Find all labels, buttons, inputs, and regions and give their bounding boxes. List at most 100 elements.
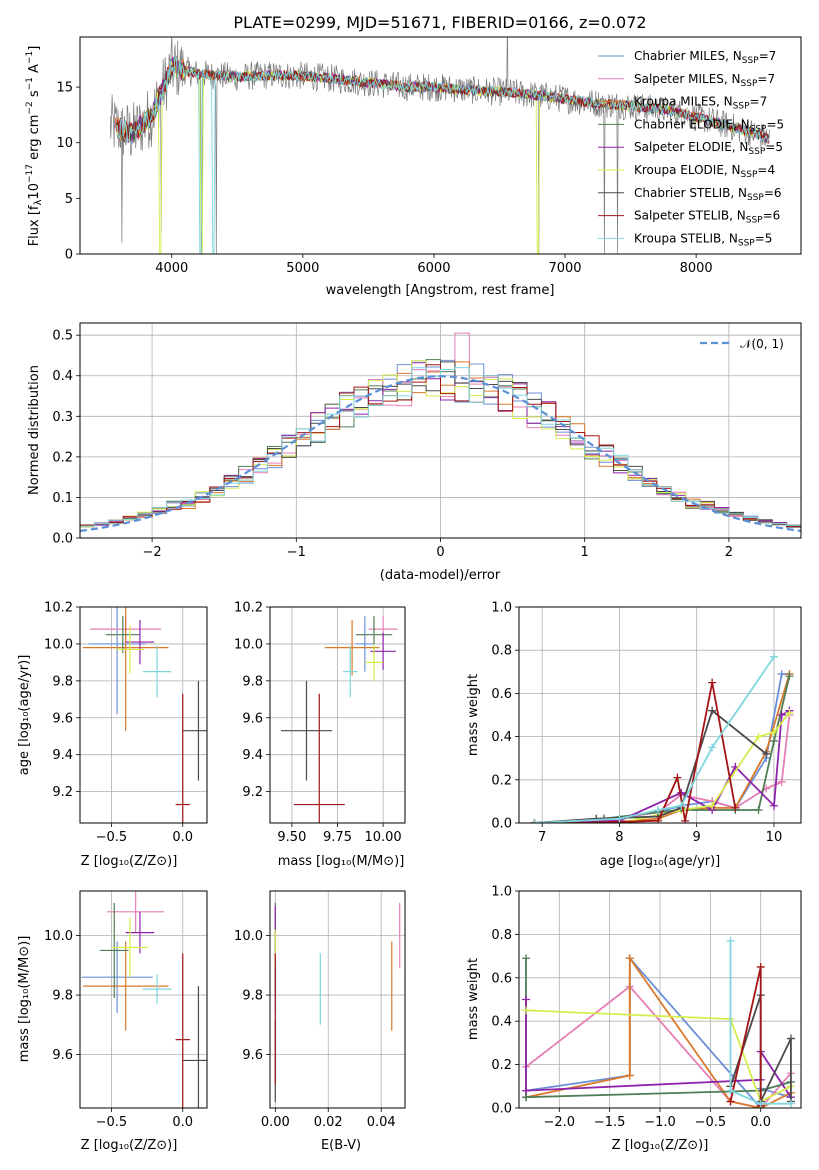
x-tick-label: 7	[538, 830, 546, 845]
y-tick-label: 0.2	[491, 773, 512, 788]
legend-label-eq: =4	[757, 163, 775, 177]
series-marker-kroupa_stelib	[708, 743, 717, 752]
x-tick-label: −0.5	[96, 1115, 128, 1130]
plot-area	[274, 902, 401, 1103]
series-marker-salpeter_stelib	[726, 1097, 735, 1106]
y-tick-label: 10.0	[234, 637, 263, 652]
y-tick-label: 10.2	[234, 601, 263, 616]
residuals-ylabel: Normed distribution	[27, 365, 42, 495]
axes-frame	[269, 890, 406, 1109]
histogram-salpeter_stelib	[80, 364, 801, 538]
axes-frame	[518, 606, 802, 824]
legend-label-sub: SSP	[742, 56, 759, 66]
series-marker-kroupa_elodie	[769, 728, 778, 737]
x-tick-label: 0.0	[750, 1115, 771, 1130]
mass-weight-vs-age-panel: 7 8 9 10 0.0 0.2 0.4 0.6 0.8 1.0	[491, 601, 802, 845]
series-marker-salpeter_elodie	[522, 995, 531, 1004]
mw-vs-age-ylabel: mass weight	[466, 674, 481, 756]
y-tick-label: 1.0	[491, 601, 512, 616]
x-tick-label: −0.5	[695, 1115, 727, 1130]
series-marker-kroupa_stelib	[756, 1099, 765, 1108]
series-marker-salpeter_elodie	[777, 711, 786, 719]
residuals-legend: 𝒩(0, 1)	[700, 337, 784, 351]
x-tick-label: −2.0	[543, 1115, 575, 1130]
y-tick-label: 10.2	[44, 601, 73, 616]
residuals-xlabel: (data-model)/error	[380, 568, 501, 583]
y-tick-label: 9.4	[242, 748, 263, 763]
y-tick-label: 10	[56, 136, 73, 151]
mw-vs-z-xlabel: Z [log₁₀(Z/Z⊙)]	[612, 1138, 709, 1153]
axes-frame	[79, 890, 208, 1109]
legend-normal-label: 𝒩(0, 1)	[740, 337, 784, 351]
y-tick-label: 0.4	[491, 730, 512, 745]
x-tick-label: 1	[581, 545, 589, 560]
grid	[80, 891, 207, 1108]
y-tick-label: 9.2	[242, 785, 263, 800]
legend-label-main: Kroupa STELIB, N	[634, 231, 738, 245]
legend-entry-label: Chabrier MILES, NSSP=7	[634, 49, 776, 66]
x-tick-label: −1.0	[644, 1115, 676, 1130]
age-vs-metallicity-panel: −0.5 0.0 9.2 9.4 9.6 9.8 10.0 10.2	[44, 601, 208, 845]
series-marker-salpeter_elodie	[522, 1086, 531, 1095]
y-tick-label: 0.8	[491, 928, 512, 943]
plot-area	[81, 891, 207, 1108]
x-tick-label: −0.5	[96, 830, 128, 845]
legend-label-eq: =6	[763, 209, 781, 223]
age-vs-z-ylabel: age [log₁₀(age/yr)]	[17, 655, 32, 776]
series-marker-kroupa_miles	[625, 954, 634, 963]
legend-entry-label: Salpeter ELODIE, NSSP=5	[634, 140, 783, 157]
legend-label-sub: SSP	[741, 170, 758, 180]
legend-entry-label: Salpeter MILES, NSSP=7	[634, 72, 775, 89]
series-line-kroupa_stelib	[534, 656, 775, 823]
legend-label-main: Kroupa ELODIE, N	[634, 163, 741, 177]
x-tick-label: 0.04	[367, 1115, 396, 1130]
legend-label-main: Kroupa MILES, N	[634, 95, 733, 109]
x-tick-label: 0.0	[172, 830, 193, 845]
y-tick-label: 15	[56, 81, 73, 96]
histogram-kroupa_elodie	[80, 360, 801, 538]
y-tick-label: 0.3	[52, 410, 73, 425]
legend-label-sub: SSP	[746, 216, 763, 226]
legend-entry-label: Salpeter STELIB, NSSP=6	[634, 209, 780, 226]
series-marker-salpeter_miles	[777, 777, 786, 786]
x-tick-label: 7000	[548, 261, 581, 276]
model-spectrum-kroupa_stelib	[116, 56, 769, 254]
series-marker-kroupa_stelib	[726, 936, 735, 945]
series-marker-kroupa_elodie	[708, 801, 717, 810]
y-tick-label: 10.0	[44, 929, 73, 944]
x-tick-label: −1.5	[594, 1115, 626, 1130]
series-marker-salpeter_stelib	[756, 962, 765, 971]
series-marker-salpeter_stelib	[731, 803, 740, 812]
legend-entry-label: Chabrier ELODIE, NSSP=5	[634, 117, 784, 134]
axes-frame	[518, 890, 802, 1109]
x-tick-label: 0	[436, 545, 444, 560]
legend-entry-label: Kroupa STELIB, NSSP=5	[634, 231, 772, 248]
spectrum-ylabel: Flux [fλ10−17 erg cm−2 s−1 A−1]	[25, 46, 44, 247]
x-tick-label: −1	[287, 545, 306, 560]
x-tick-label: 6000	[417, 261, 450, 276]
series-marker-kroupa_stelib	[786, 1099, 795, 1108]
y-tick-label: 0.2	[491, 1058, 512, 1073]
legend-label-main: Salpeter MILES, N	[634, 72, 741, 86]
y-tick-label: 9.8	[242, 989, 263, 1004]
x-tick-label: 10.00	[364, 830, 401, 845]
series-marker-kroupa_elodie	[754, 732, 763, 741]
legend-label-sub: SSP	[750, 124, 767, 134]
legend-label-eq: =6	[764, 186, 782, 200]
x-tick-label: 0.00	[261, 1115, 290, 1130]
y-tick-label: 0.2	[52, 450, 73, 465]
legend-label-sub: SSP	[738, 238, 755, 248]
x-tick-label: 4000	[155, 261, 188, 276]
series-marker-kroupa_stelib	[615, 814, 624, 823]
spectrum-panel: 4000 5000 6000 7000 8000 0 5 10 15	[56, 36, 802, 276]
series-marker-chabrier_elodie	[785, 672, 794, 681]
legend-label-sub: SSP	[741, 79, 758, 89]
x-tick-label: 0.0	[172, 1115, 193, 1130]
x-tick-label: 0.02	[314, 1115, 343, 1130]
y-tick-label: 0.6	[491, 687, 512, 702]
y-tick-label: 9.8	[242, 674, 263, 689]
y-tick-label: 0.0	[491, 1102, 512, 1117]
series-marker-kroupa_stelib	[654, 806, 663, 815]
